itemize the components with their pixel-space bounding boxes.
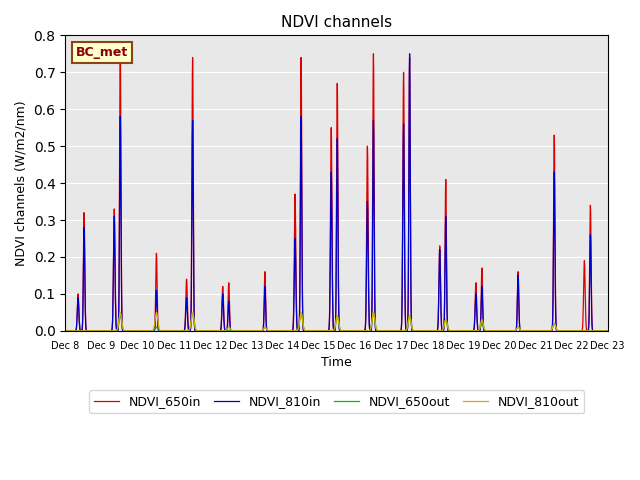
Legend: NDVI_650in, NDVI_810in, NDVI_650out, NDVI_810out: NDVI_650in, NDVI_810in, NDVI_650out, NDV… — [89, 390, 584, 413]
NDVI_650in — [556, 328, 564, 334]
NDVI_810in — [352, 328, 360, 334]
NDVI_650out — [571, 328, 579, 334]
NDVI_650out — [604, 328, 611, 334]
NDVI_650in — [61, 328, 69, 334]
NDVI_810out — [604, 328, 611, 334]
NDVI_650out — [189, 310, 196, 315]
NDVI_650in — [213, 328, 221, 334]
NDVI_810out — [571, 328, 579, 334]
NDVI_810out — [494, 328, 502, 334]
NDVI_810in — [61, 328, 69, 334]
Text: BC_met: BC_met — [76, 46, 129, 59]
NDVI_810in — [406, 51, 413, 57]
NDVI_650out — [556, 328, 564, 334]
NDVI_810in — [212, 328, 220, 334]
NDVI_810out — [213, 328, 221, 334]
NDVI_810out — [116, 310, 124, 315]
X-axis label: Time: Time — [321, 356, 352, 369]
NDVI_650in — [116, 47, 124, 53]
Line: NDVI_810in: NDVI_810in — [65, 54, 607, 331]
NDVI_650out — [61, 328, 69, 334]
NDVI_810in — [572, 328, 579, 334]
NDVI_650in — [364, 216, 372, 222]
NDVI_810out — [61, 328, 69, 334]
NDVI_650out — [213, 328, 221, 334]
NDVI_650in — [572, 328, 579, 334]
NDVI_810in — [604, 328, 611, 334]
NDVI_650out — [352, 328, 360, 334]
NDVI_810in — [556, 328, 564, 334]
Title: NDVI channels: NDVI channels — [281, 15, 392, 30]
Line: NDVI_650in: NDVI_650in — [65, 50, 607, 331]
NDVI_650in — [604, 328, 611, 334]
NDVI_650out — [494, 328, 502, 334]
NDVI_810out — [364, 328, 372, 334]
NDVI_650out — [364, 328, 372, 334]
NDVI_810in — [364, 225, 372, 230]
NDVI_650in — [243, 328, 251, 334]
Y-axis label: NDVI channels (W/m2/nm): NDVI channels (W/m2/nm) — [15, 100, 28, 266]
NDVI_810out — [352, 328, 360, 334]
NDVI_810in — [495, 328, 502, 334]
NDVI_650in — [353, 328, 360, 334]
NDVI_810out — [556, 328, 564, 334]
Line: NDVI_650out: NDVI_650out — [65, 312, 607, 331]
NDVI_810in — [243, 328, 251, 334]
NDVI_650in — [495, 328, 502, 334]
Line: NDVI_810out: NDVI_810out — [65, 312, 607, 331]
